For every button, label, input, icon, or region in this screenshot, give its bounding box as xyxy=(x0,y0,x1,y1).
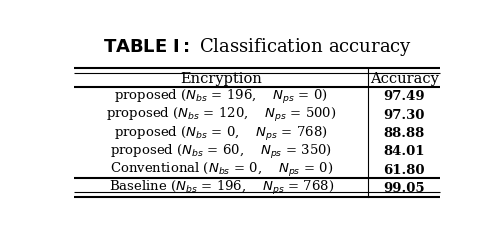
Text: Conventional ($N_{bs}$ = 0,    $N_{ps}$ = 0): Conventional ($N_{bs}$ = 0, $N_{ps}$ = 0… xyxy=(110,160,332,178)
Text: 84.01: 84.01 xyxy=(383,145,424,158)
Text: 61.80: 61.80 xyxy=(383,163,424,176)
Text: proposed ($N_{bs}$ = 0,    $N_{ps}$ = 768): proposed ($N_{bs}$ = 0, $N_{ps}$ = 768) xyxy=(114,124,328,142)
Text: 97.30: 97.30 xyxy=(383,108,424,121)
Text: Encryption: Encryption xyxy=(180,71,262,85)
Text: proposed ($N_{bs}$ = 60,    $N_{ps}$ = 350): proposed ($N_{bs}$ = 60, $N_{ps}$ = 350) xyxy=(110,142,332,160)
Text: proposed ($N_{bs}$ = 120,    $N_{ps}$ = 500): proposed ($N_{bs}$ = 120, $N_{ps}$ = 500… xyxy=(106,106,336,124)
Text: 97.49: 97.49 xyxy=(383,90,424,103)
Text: Accuracy: Accuracy xyxy=(369,71,438,85)
Text: proposed ($N_{bs}$ = 196,    $N_{ps}$ = 0): proposed ($N_{bs}$ = 196, $N_{ps}$ = 0) xyxy=(114,88,328,106)
Text: Baseline ($N_{bs}$ = 196,    $N_{ps}$ = 768): Baseline ($N_{bs}$ = 196, $N_{ps}$ = 768… xyxy=(108,179,333,197)
Text: 99.05: 99.05 xyxy=(383,181,424,194)
Text: 88.88: 88.88 xyxy=(383,126,424,139)
Text: $\mathbf{TABLE\ I:}$ Classification accuracy: $\mathbf{TABLE\ I:}$ Classification accu… xyxy=(103,36,411,58)
